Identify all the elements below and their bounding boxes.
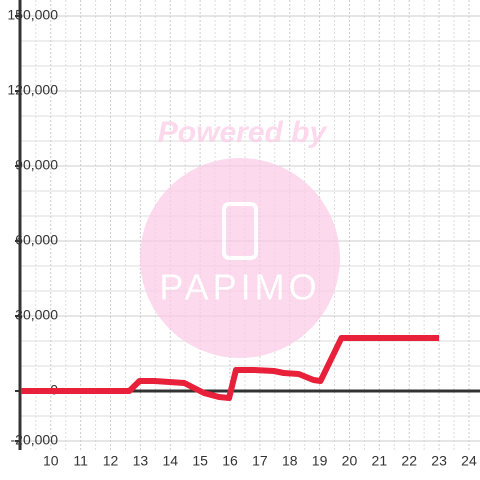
x-tick-label: 15 (192, 453, 208, 469)
x-tick-label: 12 (103, 453, 119, 469)
watermark: Powered by PAPIMO (140, 116, 340, 358)
x-tick-label: 16 (222, 453, 238, 469)
x-tick-label: 11 (73, 453, 88, 469)
y-tick-label: 60,000 (15, 232, 58, 248)
watermark-icon (222, 202, 258, 260)
y-tick-label: -20,000 (11, 432, 59, 448)
x-tick-label: 23 (431, 453, 447, 469)
x-tick-label: 20 (342, 453, 358, 469)
y-tick-label: 150,000 (7, 7, 58, 23)
x-tick-label: 14 (162, 453, 178, 469)
x-tick-label: 21 (372, 453, 388, 469)
x-tick-label: 10 (43, 453, 59, 469)
y-tick-label: 120,000 (7, 82, 58, 98)
watermark-logo: PAPIMO (159, 267, 320, 308)
x-tick-label: 24 (461, 453, 477, 469)
x-tick-label: 13 (133, 453, 149, 469)
x-tick-label: 18 (282, 453, 298, 469)
x-tick-label: 22 (401, 453, 417, 469)
x-tick-label: 19 (312, 453, 328, 469)
watermark-text: Powered by (158, 116, 328, 149)
x-tick-label: 17 (252, 453, 268, 469)
y-tick-label: 30,000 (15, 307, 58, 323)
y-tick-label: 90,000 (15, 157, 58, 173)
data-line (20, 335, 440, 401)
